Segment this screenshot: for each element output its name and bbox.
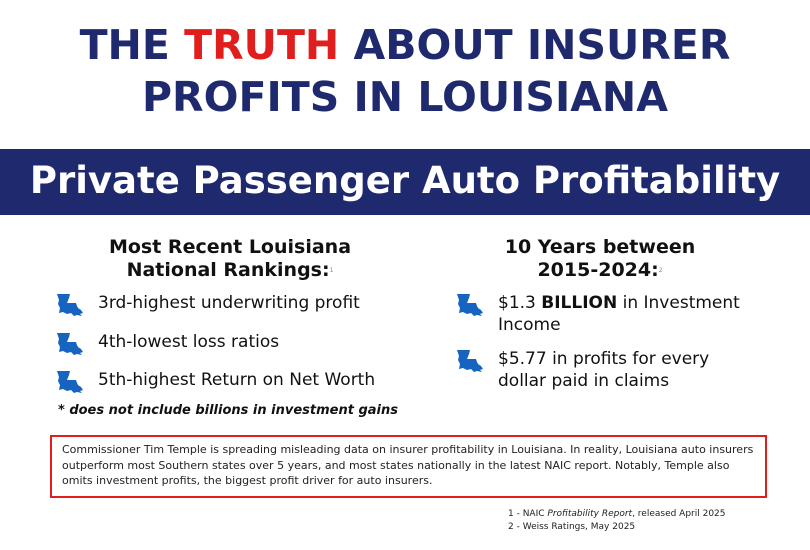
footnote-1: 1 - NAIC Profitability Report, released …	[508, 509, 726, 519]
louisiana-icon	[56, 292, 84, 318]
callout-box: Commissioner Tim Temple is spreading mis…	[50, 435, 767, 498]
banner: Private Passenger Auto Profitability	[0, 149, 810, 215]
ranking-item: 5th-highest Return on Net Worth	[56, 369, 375, 395]
stat-item: $5.77 in profits for every dollar paid i…	[456, 348, 756, 392]
title-highlight: TRUTH	[184, 21, 340, 69]
title-line-1: THE TRUTH ABOUT INSURER	[79, 21, 731, 69]
left-heading: Most Recent Louisiana National Rankings:1	[108, 236, 352, 281]
ranking-item: 3rd-highest underwriting profit	[56, 292, 360, 318]
louisiana-icon	[456, 348, 484, 374]
stat-item: $1.3 BILLION in Investment Income	[456, 292, 756, 336]
title-line-2: PROFITS IN LOUISIANA	[142, 73, 668, 121]
right-heading: 10 Years between 2015-2024:2	[504, 236, 696, 281]
louisiana-icon	[456, 292, 484, 318]
ranking-note: * does not include billions in investmen…	[58, 403, 398, 418]
footnote-2: 2 - Weiss Ratings, May 2025	[508, 522, 636, 532]
ranking-item: 4th-lowest loss ratios	[56, 331, 279, 357]
louisiana-icon	[56, 331, 84, 357]
louisiana-icon	[56, 369, 84, 395]
